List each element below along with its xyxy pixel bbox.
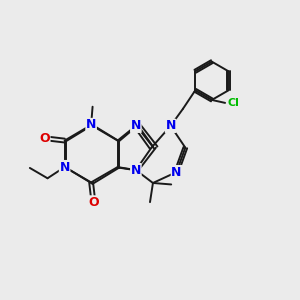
- Text: N: N: [131, 119, 141, 132]
- Text: N: N: [86, 118, 96, 131]
- Text: N: N: [59, 160, 70, 174]
- Text: N: N: [165, 119, 176, 132]
- Text: N: N: [171, 166, 182, 178]
- Text: O: O: [88, 196, 99, 209]
- Text: N: N: [131, 164, 141, 176]
- Text: Cl: Cl: [227, 98, 239, 108]
- Text: O: O: [39, 132, 50, 145]
